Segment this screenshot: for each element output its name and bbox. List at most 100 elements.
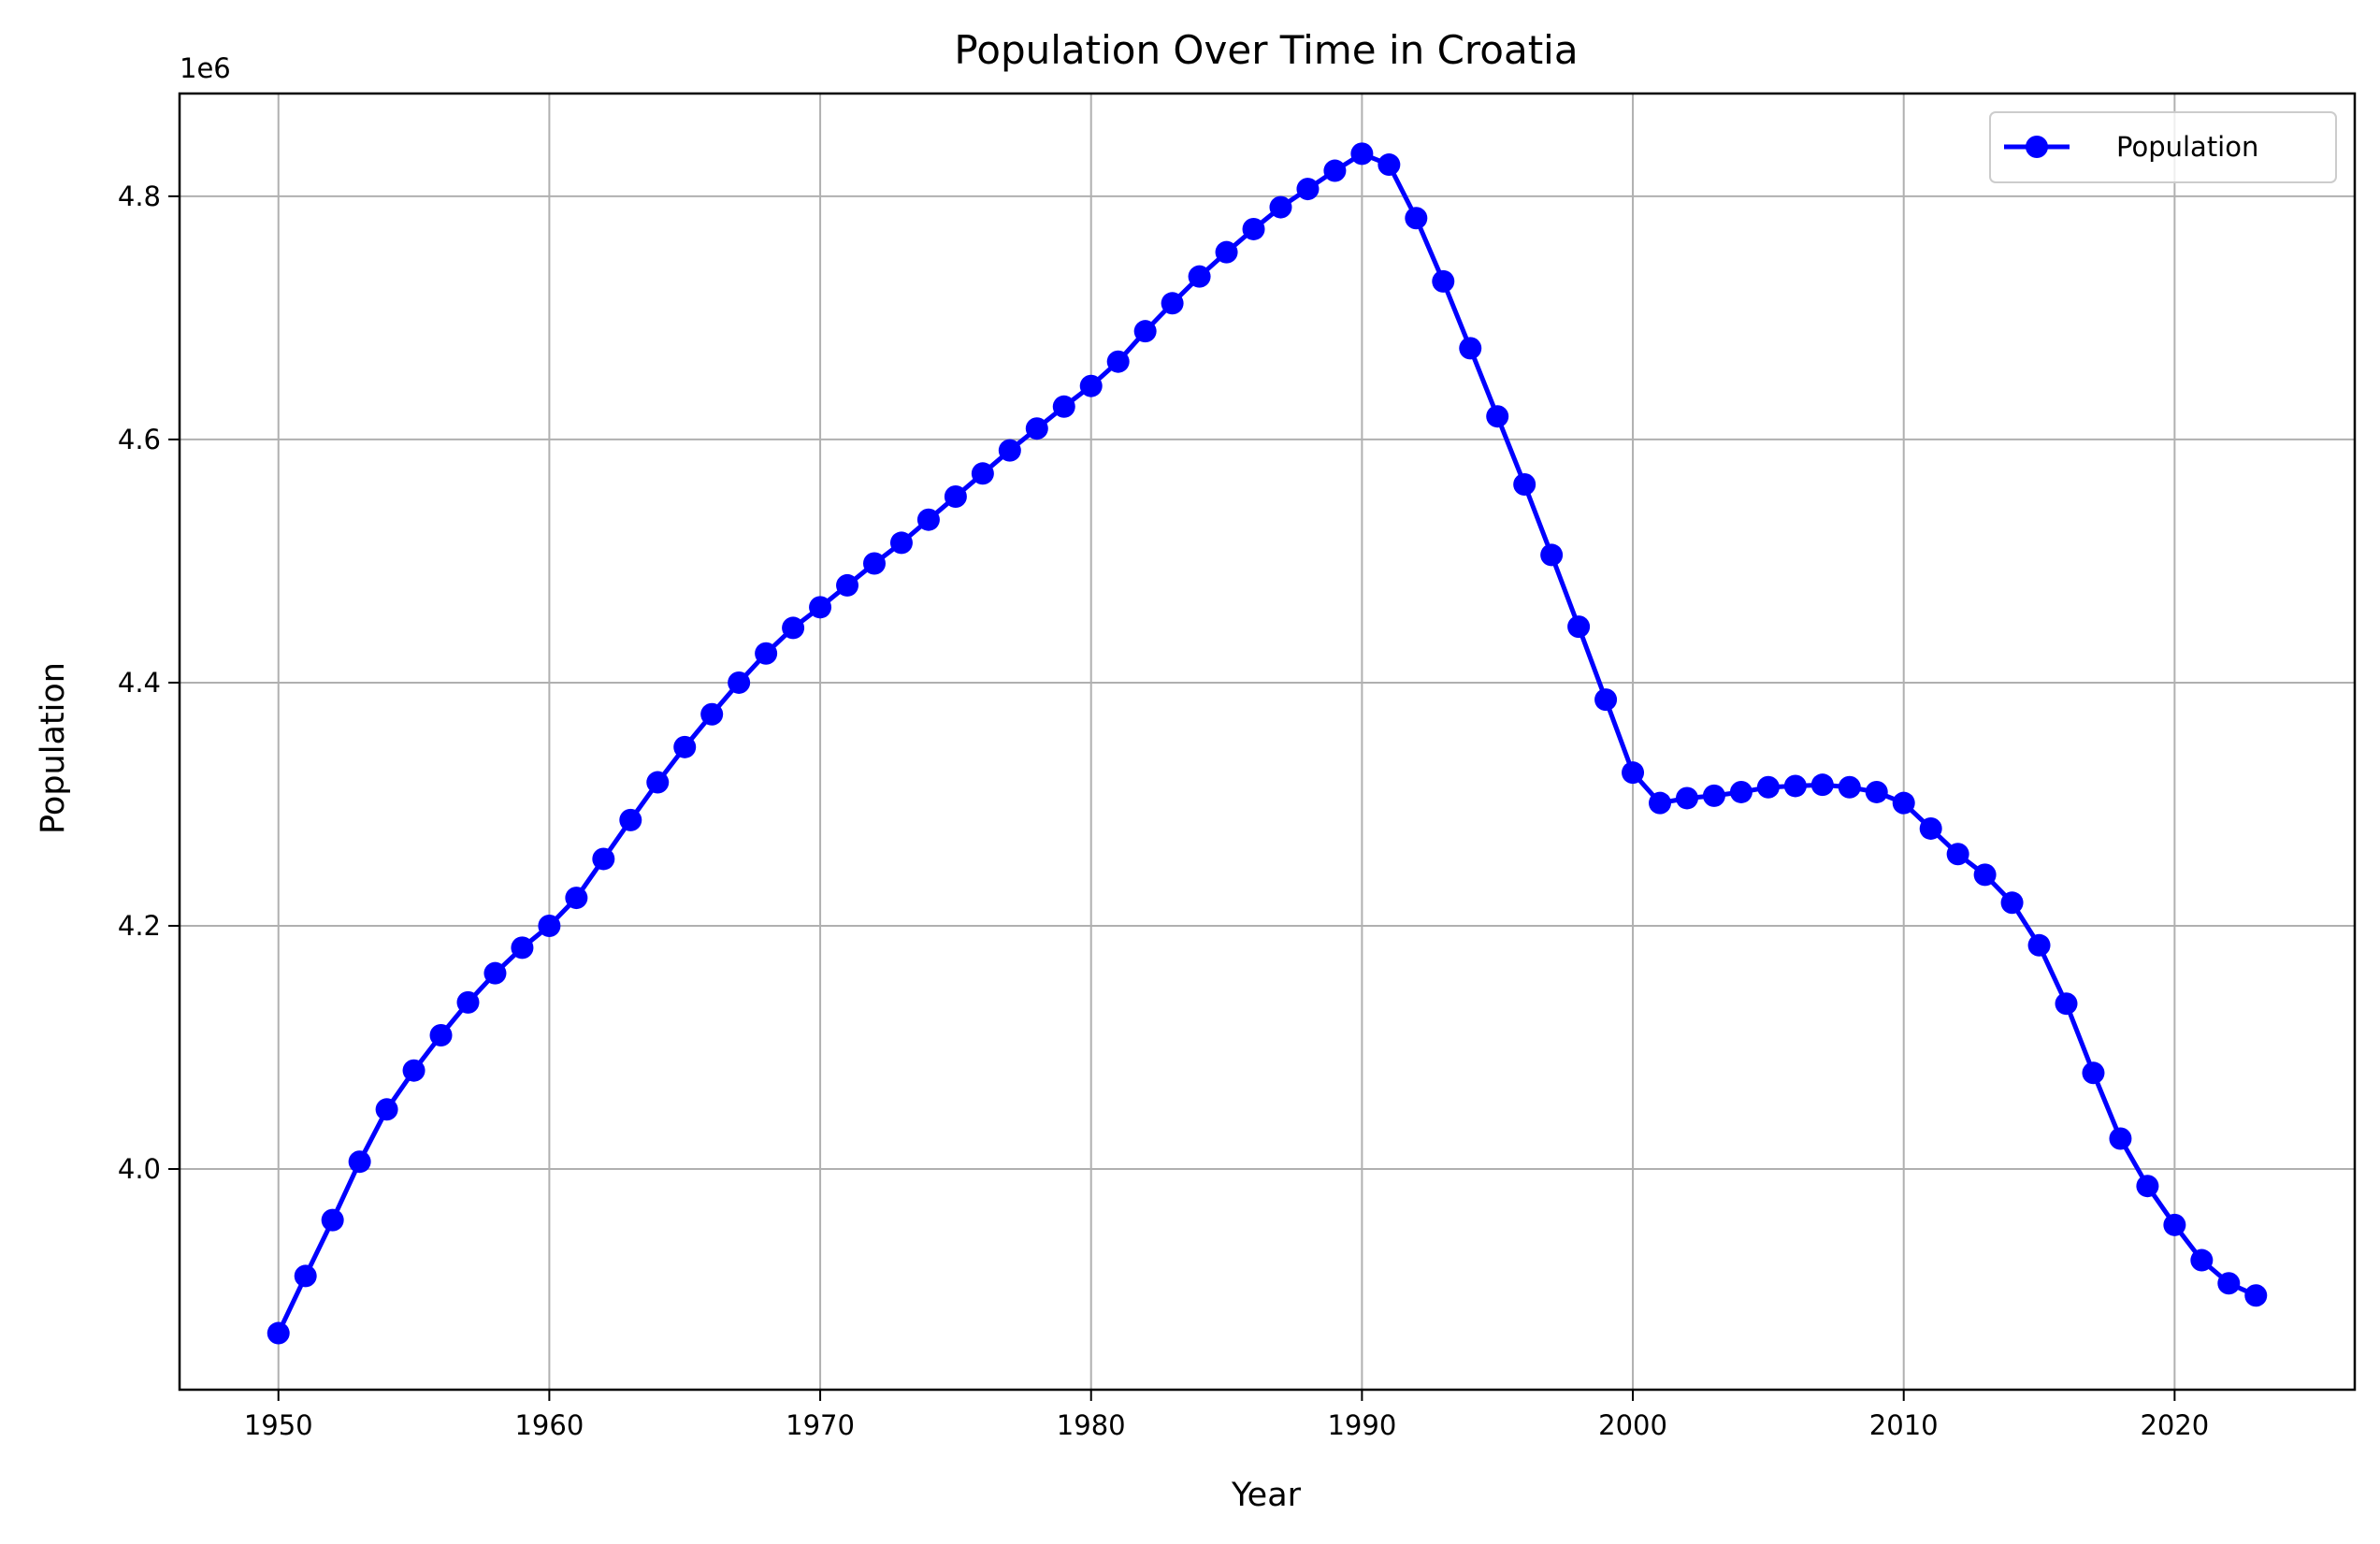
y-tick-label: 4.4 xyxy=(118,667,161,699)
data-point xyxy=(971,462,994,485)
data-point xyxy=(1594,688,1618,712)
data-point xyxy=(1106,350,1130,373)
data-point xyxy=(2109,1127,2132,1150)
data-point xyxy=(646,771,670,794)
data-point xyxy=(402,1059,426,1082)
data-point xyxy=(1973,863,1997,887)
axis-ticks: 1950 1960 1970 1980 1990 2000 2010 2020 4.0 4.2 4.… xyxy=(118,180,2209,1441)
data-point xyxy=(2136,1175,2159,1198)
data-point xyxy=(2082,1061,2105,1085)
y-tick-label: 4.0 xyxy=(118,1153,161,1185)
data-point xyxy=(1567,615,1591,639)
data-point xyxy=(511,936,534,960)
data-point xyxy=(1702,784,1725,807)
data-point xyxy=(1513,473,1536,497)
data-point xyxy=(889,531,913,555)
data-point xyxy=(1756,775,1780,799)
data-point xyxy=(1052,395,1075,418)
data-point xyxy=(1838,775,1861,799)
data-point xyxy=(2217,1272,2241,1295)
data-point xyxy=(538,914,561,937)
x-axis-label: Year xyxy=(1231,1477,1302,1514)
data-point xyxy=(1350,142,1374,166)
data-point xyxy=(294,1264,317,1288)
data-point xyxy=(1323,159,1347,182)
data-point xyxy=(1892,791,1915,815)
data-point xyxy=(2027,933,2051,957)
data-point xyxy=(2244,1284,2268,1307)
data-point xyxy=(619,808,642,831)
data-point xyxy=(1296,178,1320,201)
y-tick-label: 4.2 xyxy=(118,910,161,942)
data-point xyxy=(1919,816,1942,840)
x-tick-label: 1990 xyxy=(1327,1409,1396,1441)
data-point xyxy=(1622,761,1645,785)
legend: Population xyxy=(1989,111,2337,183)
data-point xyxy=(862,552,886,575)
data-point xyxy=(2000,891,2024,915)
data-point xyxy=(1810,773,1834,797)
legend-marker-swatch xyxy=(2026,136,2048,158)
series-population xyxy=(267,142,2268,1345)
data-point xyxy=(1729,780,1753,803)
data-point xyxy=(1865,780,1888,803)
data-point xyxy=(2190,1248,2214,1272)
y-axis-offset-label: 1e6 xyxy=(180,52,231,84)
data-point xyxy=(1432,269,1455,293)
data-point xyxy=(836,573,859,597)
chart-title: Population Over Time in Croatia xyxy=(954,27,1578,73)
x-tick-label: 1980 xyxy=(1057,1409,1126,1441)
x-tick-label: 2010 xyxy=(1869,1409,1939,1441)
plot-frame xyxy=(178,92,2357,1392)
data-point xyxy=(348,1150,371,1174)
y-tick-label: 4.8 xyxy=(118,180,161,212)
data-point xyxy=(700,702,724,726)
x-tick-label: 1960 xyxy=(514,1409,584,1441)
data-point xyxy=(1269,195,1292,219)
data-point xyxy=(1649,791,1672,815)
data-point xyxy=(1188,265,1211,288)
data-point xyxy=(944,485,967,509)
x-tick-label: 1970 xyxy=(786,1409,855,1441)
data-point xyxy=(1025,417,1048,440)
x-tick-label: 2000 xyxy=(1598,1409,1667,1441)
data-point xyxy=(1675,786,1698,810)
legend-box xyxy=(1989,111,2337,183)
y-tick-label: 4.6 xyxy=(118,424,161,455)
data-point xyxy=(809,596,832,619)
data-point xyxy=(998,439,1021,462)
grid-lines xyxy=(180,94,2355,1390)
data-point xyxy=(1459,337,1482,360)
data-point xyxy=(1079,374,1103,397)
data-point xyxy=(1486,405,1509,428)
data-point xyxy=(728,671,751,694)
data-point xyxy=(592,847,615,871)
data-point xyxy=(1215,240,1238,264)
data-point xyxy=(565,887,588,910)
data-point xyxy=(1378,153,1401,177)
data-point xyxy=(2163,1213,2186,1236)
data-point xyxy=(456,990,480,1014)
data-point xyxy=(1161,292,1184,315)
data-point xyxy=(1242,217,1265,240)
data-point xyxy=(429,1023,453,1046)
data-point xyxy=(1133,320,1157,343)
data-point xyxy=(916,508,940,531)
data-point xyxy=(1783,774,1807,798)
data-point xyxy=(375,1098,398,1121)
data-point xyxy=(1405,207,1428,230)
data-point xyxy=(267,1321,290,1345)
data-point xyxy=(673,735,697,758)
legend-label-population: Population xyxy=(2116,131,2258,163)
data-point xyxy=(483,961,507,985)
data-point xyxy=(1946,843,1969,866)
data-point xyxy=(782,616,805,640)
y-axis-label: Population xyxy=(35,662,72,834)
x-tick-label: 1950 xyxy=(244,1409,313,1441)
data-point xyxy=(2055,992,2078,1016)
x-tick-label: 2020 xyxy=(2140,1409,2209,1441)
data-point xyxy=(755,642,778,665)
data-point xyxy=(321,1208,344,1232)
